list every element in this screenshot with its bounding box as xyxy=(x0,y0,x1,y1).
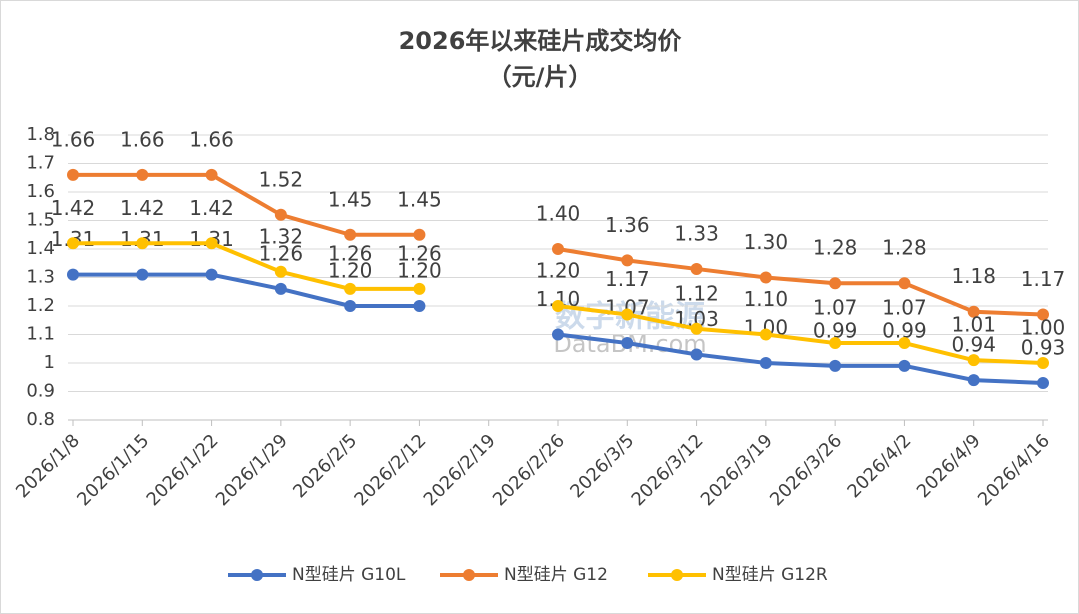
series-line xyxy=(73,241,1044,365)
data-label: 1.07 xyxy=(813,296,858,320)
data-label: 1.66 xyxy=(189,127,234,151)
data-point xyxy=(1037,357,1049,369)
data-label: 1.07 xyxy=(882,296,927,320)
data-label: 1.17 xyxy=(1021,267,1066,291)
data-point xyxy=(829,359,842,372)
data-point xyxy=(967,354,980,367)
data-point xyxy=(690,348,703,361)
data-point xyxy=(829,337,842,350)
data-point xyxy=(344,282,357,295)
data-point xyxy=(898,359,911,372)
data-label: 1.20 xyxy=(397,259,442,283)
y-tick-label: 1.1 xyxy=(26,324,55,345)
data-point xyxy=(690,262,703,275)
data-label: 1.18 xyxy=(951,264,996,288)
data-label: 1.32 xyxy=(259,224,304,248)
legend-marker xyxy=(251,569,263,581)
data-point xyxy=(552,243,564,255)
data-point xyxy=(967,305,980,318)
data-point xyxy=(621,254,634,267)
y-tick-label: 1.3 xyxy=(26,267,55,288)
data-point xyxy=(898,337,911,350)
data-point xyxy=(67,168,79,181)
data-point xyxy=(552,328,564,341)
data-point xyxy=(621,337,634,350)
series-line xyxy=(73,272,1044,385)
data-point xyxy=(621,308,634,321)
data-label: 1.30 xyxy=(744,230,789,254)
data-label: 1.12 xyxy=(674,281,719,305)
data-point xyxy=(413,282,426,295)
series-line xyxy=(73,172,1044,317)
data-label: 1.36 xyxy=(605,213,650,237)
y-tick-label: 1.5 xyxy=(26,210,55,231)
data-point xyxy=(967,374,980,387)
data-label: 1.42 xyxy=(51,196,96,220)
data-point xyxy=(274,265,287,278)
data-point xyxy=(344,228,357,241)
data-label: 1.20 xyxy=(536,259,581,283)
data-label: 1.40 xyxy=(536,202,581,226)
data-point xyxy=(136,237,149,250)
data-label: 1.45 xyxy=(328,187,373,211)
data-point xyxy=(759,328,772,341)
legend-label: N型硅片 G12 xyxy=(504,565,608,585)
data-point xyxy=(274,282,287,295)
data-point xyxy=(413,228,426,241)
y-tick-label: 0.9 xyxy=(26,381,55,402)
y-tick-label: 1.2 xyxy=(26,295,55,316)
data-point xyxy=(552,300,564,312)
data-label: 1.17 xyxy=(605,267,650,291)
data-point xyxy=(690,322,703,335)
data-point xyxy=(829,277,842,290)
data-point xyxy=(136,168,149,181)
data-label: 1.26 xyxy=(328,241,373,265)
data-label: 1.26 xyxy=(397,241,442,265)
data-label: 1.28 xyxy=(813,236,858,260)
data-label: 1.42 xyxy=(120,196,165,220)
data-point xyxy=(1037,376,1049,389)
data-point xyxy=(274,208,287,221)
data-point xyxy=(67,237,79,250)
data-point xyxy=(344,300,357,312)
data-point xyxy=(413,300,426,312)
data-label: 1.66 xyxy=(51,127,96,151)
data-label: 1.26 xyxy=(259,241,304,265)
data-label: 1.01 xyxy=(951,313,996,337)
data-label: 1.10 xyxy=(744,287,789,311)
legend-marker xyxy=(463,569,475,581)
legend-label: N型硅片 G10L xyxy=(292,565,406,585)
chart-title: 2026年以来硅片成交均价 xyxy=(399,27,683,55)
data-label: 1.00 xyxy=(1021,316,1066,340)
y-tick-label: 1 xyxy=(44,352,55,373)
chart-subtitle: （元/片） xyxy=(488,63,593,91)
data-point xyxy=(1037,308,1049,321)
data-point xyxy=(205,237,218,250)
data-label: 1.42 xyxy=(189,196,234,220)
data-label: 0.93 xyxy=(1021,335,1066,359)
data-point xyxy=(136,268,149,281)
data-label: 1.52 xyxy=(259,167,304,191)
data-label: 1.20 xyxy=(328,259,373,283)
data-label: 1.28 xyxy=(882,236,927,260)
data-label: 1.66 xyxy=(120,127,165,151)
legend-label: N型硅片 G12R xyxy=(712,565,828,585)
data-point xyxy=(898,277,911,290)
data-label: 0.94 xyxy=(951,333,996,357)
y-tick-label: 1.6 xyxy=(26,181,55,202)
data-label: 1.45 xyxy=(397,187,442,211)
data-point xyxy=(205,168,218,181)
data-point xyxy=(67,268,79,281)
data-point xyxy=(759,271,772,284)
legend-marker xyxy=(671,569,683,581)
data-point xyxy=(205,268,218,281)
data-label: 1.33 xyxy=(674,221,719,245)
y-tick-label: 1.4 xyxy=(26,238,55,259)
y-tick-label: 1.7 xyxy=(26,153,55,174)
y-tick-label: 1.8 xyxy=(26,124,55,145)
data-point xyxy=(759,357,772,369)
y-tick-label: 0.8 xyxy=(26,409,55,430)
